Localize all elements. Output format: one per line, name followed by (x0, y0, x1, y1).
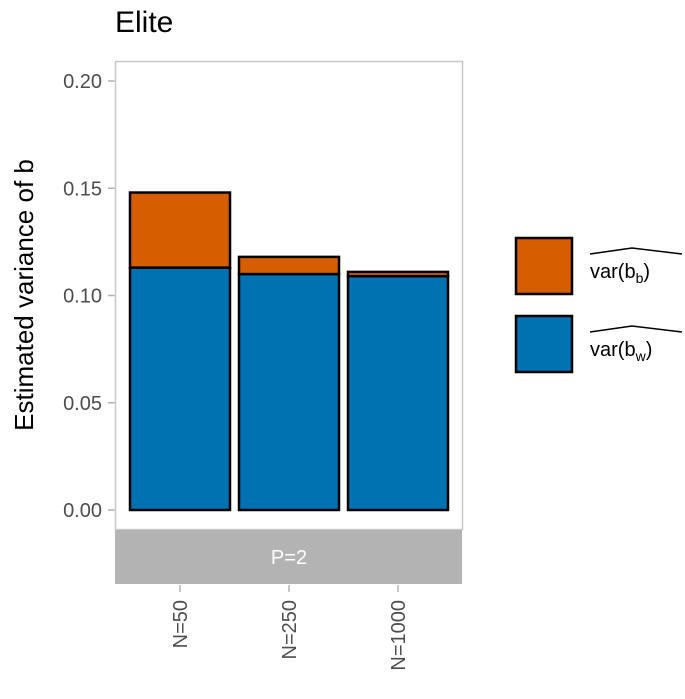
facet-strip (115, 530, 462, 584)
y-tick-label: 0.15 (63, 178, 102, 200)
hat-accent-icon (589, 247, 683, 255)
bar-segment (346, 270, 450, 278)
chart-title: Elite (115, 6, 173, 39)
y-axis: 0.00 0.05 0.10 0.15 0.20 (63, 71, 115, 522)
y-tick-label: 0.05 (63, 393, 102, 415)
bars (128, 191, 450, 512)
x-tick-label: N=250 (279, 600, 301, 660)
bar-segment (128, 266, 232, 512)
legend: var(bb) var(bw) (514, 236, 683, 374)
y-tick-label: 0.10 (63, 286, 102, 308)
legend-swatch (514, 236, 574, 296)
hat-accent-icon (589, 325, 683, 333)
bar-segment (346, 274, 450, 512)
y-tick-label: 0.20 (63, 71, 102, 93)
legend-swatch (514, 314, 574, 374)
x-tick-label: N=50 (170, 600, 192, 648)
bar-group-n-1000 (346, 270, 450, 512)
bar-group-n-50 (128, 191, 232, 512)
x-axis: N=50 N=250 N=1000 (170, 585, 410, 671)
legend-label: var(bb) (590, 261, 650, 286)
y-tick-label: 0.00 (63, 500, 102, 522)
bar-segment (237, 272, 341, 512)
bar-segment (237, 255, 341, 276)
legend-label: var(bw) (590, 339, 652, 364)
bar-group-n-250 (237, 255, 341, 512)
legend-item: var(bw) (514, 314, 683, 374)
bar-segment (128, 191, 232, 269)
legend-item: var(bb) (514, 236, 683, 296)
x-tick-label: N=1000 (388, 600, 410, 671)
facet-strip-label: P=2 (271, 547, 307, 569)
y-axis-label: Estimated variance of b (9, 159, 39, 431)
